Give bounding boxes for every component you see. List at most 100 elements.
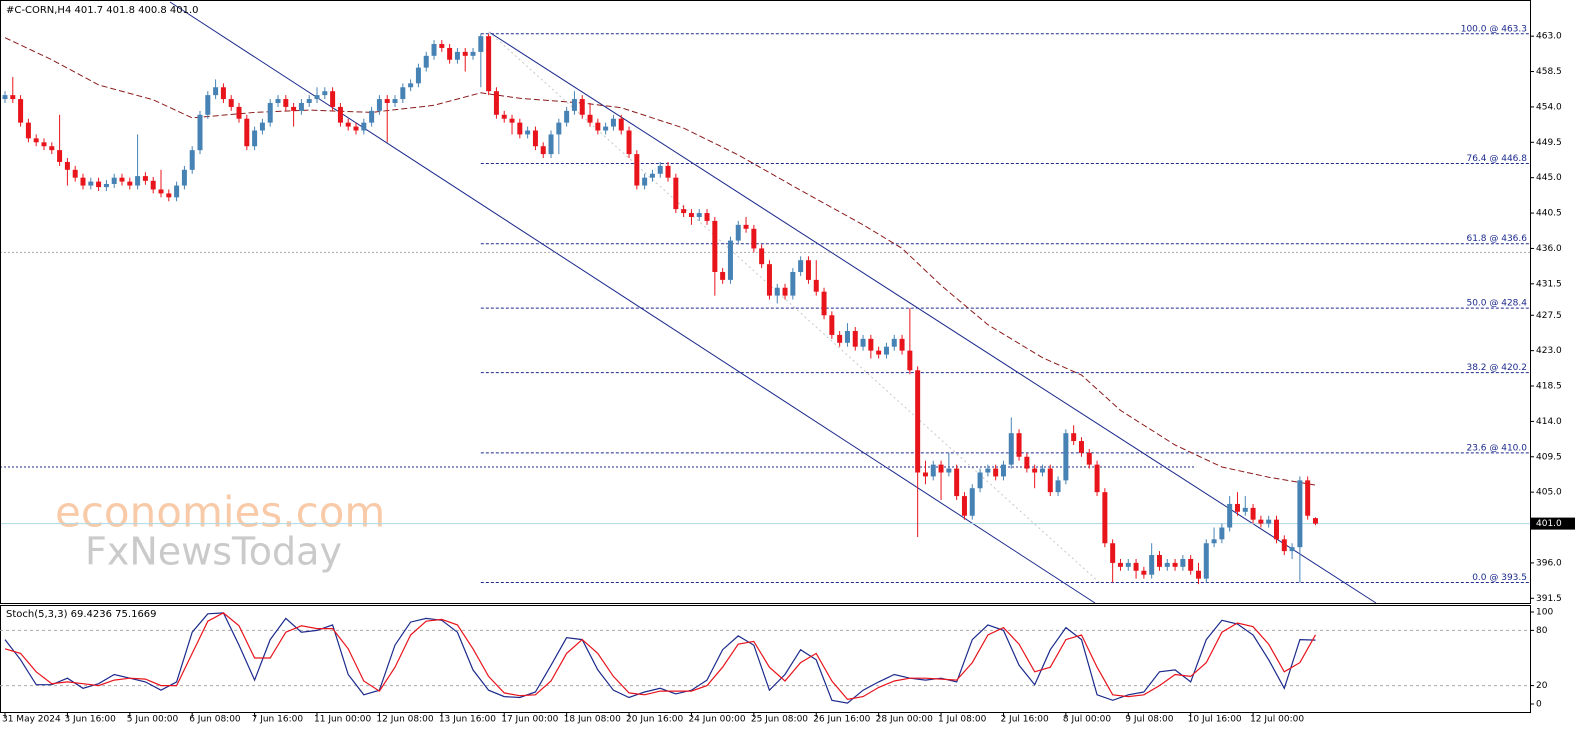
candle-body (922, 472, 928, 477)
candle-body (1156, 555, 1162, 567)
y-tick-label: 409.5 (1536, 452, 1562, 462)
candle-body (376, 99, 382, 111)
candle-body (720, 272, 726, 280)
indicator-title: Stoch(5,3,3) 69.4236 75.1669 (6, 609, 157, 620)
candle-body (259, 122, 265, 131)
x-tick-label: 11 Jun 00:00 (314, 715, 371, 725)
candle-body (1071, 433, 1077, 442)
candle-body (501, 114, 507, 119)
candle-body (743, 224, 749, 229)
x-tick-label: 20 Jun 16:00 (626, 715, 683, 725)
x-tick-label: 17 Jun 00:00 (501, 715, 558, 725)
candle-body (1110, 543, 1116, 563)
candle-body (80, 177, 86, 186)
candle-body (1273, 519, 1279, 540)
candle-body (665, 165, 671, 178)
candle-body (1149, 555, 1155, 575)
candle-body (135, 176, 141, 186)
candle-body (306, 99, 312, 103)
chart-title: #C-CORN,H4 401.7 401.8 400.8 401.0 (6, 5, 199, 16)
candle-body (774, 287, 780, 296)
candle-body (727, 240, 733, 280)
candle-body (1117, 562, 1123, 567)
y-tick-label: 391.5 (1536, 594, 1562, 604)
candle-body (907, 350, 913, 371)
candle-body (1141, 570, 1147, 575)
candle-body (751, 228, 757, 249)
candle-body (275, 99, 281, 103)
candle-body (298, 102, 304, 111)
candle-body (150, 180, 156, 190)
candle-body (930, 464, 936, 477)
candle-body (220, 87, 226, 100)
candle-body (852, 330, 858, 347)
candle-body (345, 122, 351, 127)
candle-body (1032, 468, 1038, 473)
candle-body (993, 468, 999, 477)
candle-body (618, 118, 624, 131)
candle-body (829, 315, 835, 335)
y-tick-label: 445.0 (1536, 173, 1562, 183)
y-tick-label: 458.5 (1536, 67, 1562, 77)
indicator-panel (0, 605, 1531, 713)
fibo-label: 61.8 @ 436.6 (1466, 234, 1527, 244)
candle-body (330, 91, 336, 107)
candle-body (571, 99, 577, 111)
candle-body (1024, 456, 1030, 469)
x-tick-label: 9 Jul 08:00 (1125, 715, 1174, 725)
candle-body (57, 150, 63, 162)
candle-body (985, 468, 991, 473)
x-tick-label: 7 Jun 16:00 (252, 715, 304, 725)
candle-body (33, 138, 39, 143)
candle-body (509, 118, 515, 123)
candle-body (954, 468, 960, 497)
candle-body (1047, 468, 1053, 493)
x-tick-label: 13 Jun 16:00 (439, 715, 496, 725)
candle-body (400, 87, 406, 100)
candle-body (18, 99, 24, 123)
candle-body (883, 346, 889, 355)
y-tick-label: 423.0 (1536, 346, 1562, 356)
stoch-tick-label: 80 (1536, 626, 1548, 636)
candle-body (1078, 441, 1084, 453)
candle-body (673, 177, 679, 210)
x-tick-label: 2 Jul 16:00 (1000, 715, 1049, 725)
candle-body (556, 122, 562, 135)
candle-body (782, 287, 788, 296)
x-tick-label: 8 Jul 00:00 (1063, 715, 1112, 725)
candle-body (805, 260, 811, 280)
candle-body (1305, 480, 1311, 516)
x-tick-label: 25 Jun 08:00 (751, 715, 808, 725)
candle-body (961, 496, 967, 516)
candle-body (181, 169, 187, 186)
y-tick-label: 427.5 (1536, 311, 1562, 321)
fibo-label: 23.6 @ 410.0 (1466, 443, 1527, 453)
candle-body (314, 95, 320, 100)
candle-body (337, 106, 343, 123)
candle-body (291, 106, 297, 111)
candle-body (1281, 539, 1287, 552)
candle-body (1094, 464, 1100, 493)
x-tick-label: 12 Jul 00:00 (1250, 715, 1304, 725)
candle-body (657, 165, 663, 174)
candle-body (735, 224, 741, 241)
fibo-label: 38.2 @ 420.2 (1466, 363, 1527, 373)
candle-body (579, 99, 585, 115)
candle-body (49, 146, 55, 151)
candle-body (369, 110, 375, 123)
candle-body (1133, 562, 1139, 571)
candle-body (1203, 543, 1209, 579)
y-tick-label: 405.0 (1536, 488, 1562, 498)
candle-body (899, 338, 905, 351)
candle-body (361, 122, 367, 131)
candle-body (493, 91, 499, 115)
candle-body (915, 370, 921, 473)
y-tick-label: 414.0 (1536, 417, 1562, 427)
candle-body (213, 87, 219, 96)
candle-body (1242, 507, 1248, 512)
candle-body (649, 173, 655, 178)
candle-body (470, 51, 476, 56)
candle-body (415, 67, 421, 84)
x-tick-label: 10 Jul 16:00 (1188, 715, 1242, 725)
